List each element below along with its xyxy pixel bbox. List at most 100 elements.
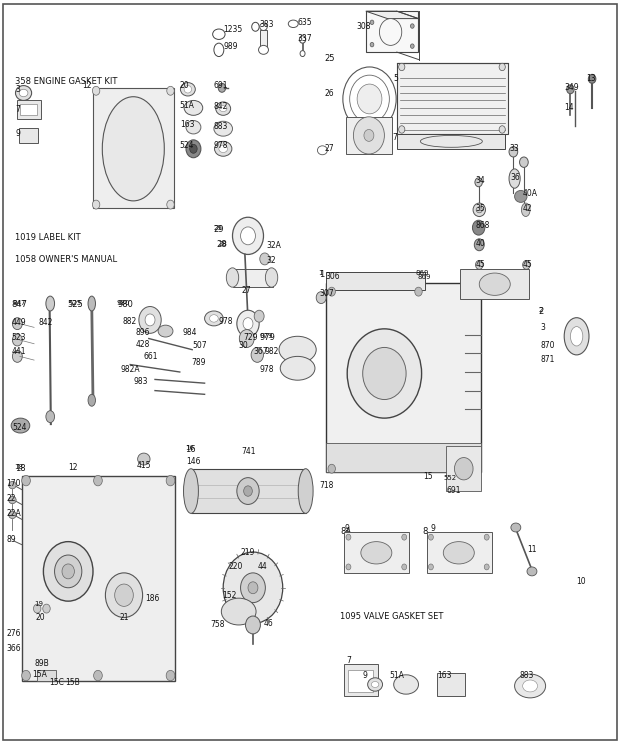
Text: 3: 3 <box>540 323 545 332</box>
Circle shape <box>346 534 351 540</box>
Text: 170: 170 <box>6 479 20 488</box>
Ellipse shape <box>102 97 164 201</box>
FancyBboxPatch shape <box>326 283 480 472</box>
Text: 15B: 15B <box>65 678 80 687</box>
Text: 842: 842 <box>38 318 53 327</box>
Ellipse shape <box>254 310 264 322</box>
Text: 20: 20 <box>36 613 46 622</box>
Ellipse shape <box>215 141 232 156</box>
Ellipse shape <box>9 481 16 489</box>
Text: 163: 163 <box>437 671 451 680</box>
Text: 16: 16 <box>185 445 194 451</box>
Ellipse shape <box>317 146 327 155</box>
Circle shape <box>499 63 505 71</box>
Text: 847: 847 <box>12 300 26 306</box>
Ellipse shape <box>88 296 95 311</box>
Text: 36: 36 <box>511 173 521 182</box>
Ellipse shape <box>298 469 313 513</box>
Text: 40: 40 <box>476 239 485 248</box>
FancyBboxPatch shape <box>427 532 492 573</box>
Text: 980: 980 <box>117 300 130 306</box>
Ellipse shape <box>19 89 28 97</box>
Circle shape <box>343 67 396 131</box>
Circle shape <box>241 573 265 603</box>
Text: 33: 33 <box>510 144 520 153</box>
Text: 870: 870 <box>540 341 554 350</box>
Circle shape <box>379 19 402 45</box>
Text: 10: 10 <box>576 577 586 586</box>
Text: 507: 507 <box>192 341 207 350</box>
Text: 882: 882 <box>123 317 137 326</box>
Ellipse shape <box>564 318 589 355</box>
Ellipse shape <box>473 203 485 217</box>
Circle shape <box>328 464 335 473</box>
Text: 842: 842 <box>214 102 228 111</box>
Ellipse shape <box>523 680 538 692</box>
Text: 51A: 51A <box>389 671 404 680</box>
Circle shape <box>22 475 30 486</box>
FancyBboxPatch shape <box>326 272 425 290</box>
Circle shape <box>94 670 102 681</box>
Ellipse shape <box>205 311 223 326</box>
Circle shape <box>402 534 407 540</box>
Ellipse shape <box>180 83 195 96</box>
Circle shape <box>145 314 155 326</box>
Text: 661: 661 <box>144 352 158 361</box>
FancyBboxPatch shape <box>37 670 56 681</box>
Circle shape <box>370 42 374 47</box>
Text: 45: 45 <box>523 260 533 269</box>
Ellipse shape <box>523 260 530 269</box>
Circle shape <box>364 129 374 141</box>
Text: 9: 9 <box>344 525 349 533</box>
FancyBboxPatch shape <box>366 11 418 52</box>
Ellipse shape <box>443 542 474 564</box>
FancyBboxPatch shape <box>93 88 174 208</box>
Text: 1235: 1235 <box>223 25 242 34</box>
Circle shape <box>43 542 93 601</box>
Text: 978: 978 <box>218 317 232 326</box>
Circle shape <box>12 350 22 362</box>
Text: 25: 25 <box>325 54 335 63</box>
Ellipse shape <box>219 145 228 153</box>
Text: 9: 9 <box>363 671 368 680</box>
Circle shape <box>22 670 30 681</box>
Text: 741: 741 <box>242 447 256 456</box>
Text: 729: 729 <box>244 333 258 341</box>
Circle shape <box>139 307 161 333</box>
Circle shape <box>166 475 175 486</box>
Text: 27: 27 <box>324 144 334 153</box>
Ellipse shape <box>509 169 520 188</box>
Circle shape <box>399 63 405 71</box>
Ellipse shape <box>316 292 326 304</box>
Text: 16: 16 <box>185 445 196 454</box>
Text: 428: 428 <box>135 340 149 349</box>
Text: 984: 984 <box>183 328 197 337</box>
Ellipse shape <box>216 102 231 115</box>
Circle shape <box>370 20 374 25</box>
Text: 34: 34 <box>476 176 485 185</box>
Ellipse shape <box>300 51 305 57</box>
Ellipse shape <box>420 135 482 147</box>
Circle shape <box>474 464 481 473</box>
Ellipse shape <box>210 315 218 322</box>
Ellipse shape <box>509 147 518 157</box>
Ellipse shape <box>46 296 55 311</box>
Text: 978: 978 <box>259 365 273 373</box>
FancyBboxPatch shape <box>19 128 38 143</box>
Text: 525: 525 <box>68 300 81 306</box>
Circle shape <box>346 564 351 570</box>
Text: 3: 3 <box>16 85 20 94</box>
Text: 868: 868 <box>476 221 490 230</box>
Text: 1: 1 <box>319 270 324 279</box>
Text: 789: 789 <box>191 358 205 367</box>
Ellipse shape <box>475 178 482 187</box>
FancyBboxPatch shape <box>460 269 529 299</box>
Circle shape <box>484 564 489 570</box>
Text: 40A: 40A <box>523 189 538 198</box>
Ellipse shape <box>218 83 226 92</box>
Text: 46: 46 <box>264 619 273 628</box>
Text: 11: 11 <box>528 545 537 554</box>
Circle shape <box>92 200 100 209</box>
Text: 758: 758 <box>211 620 225 629</box>
Circle shape <box>55 555 82 588</box>
